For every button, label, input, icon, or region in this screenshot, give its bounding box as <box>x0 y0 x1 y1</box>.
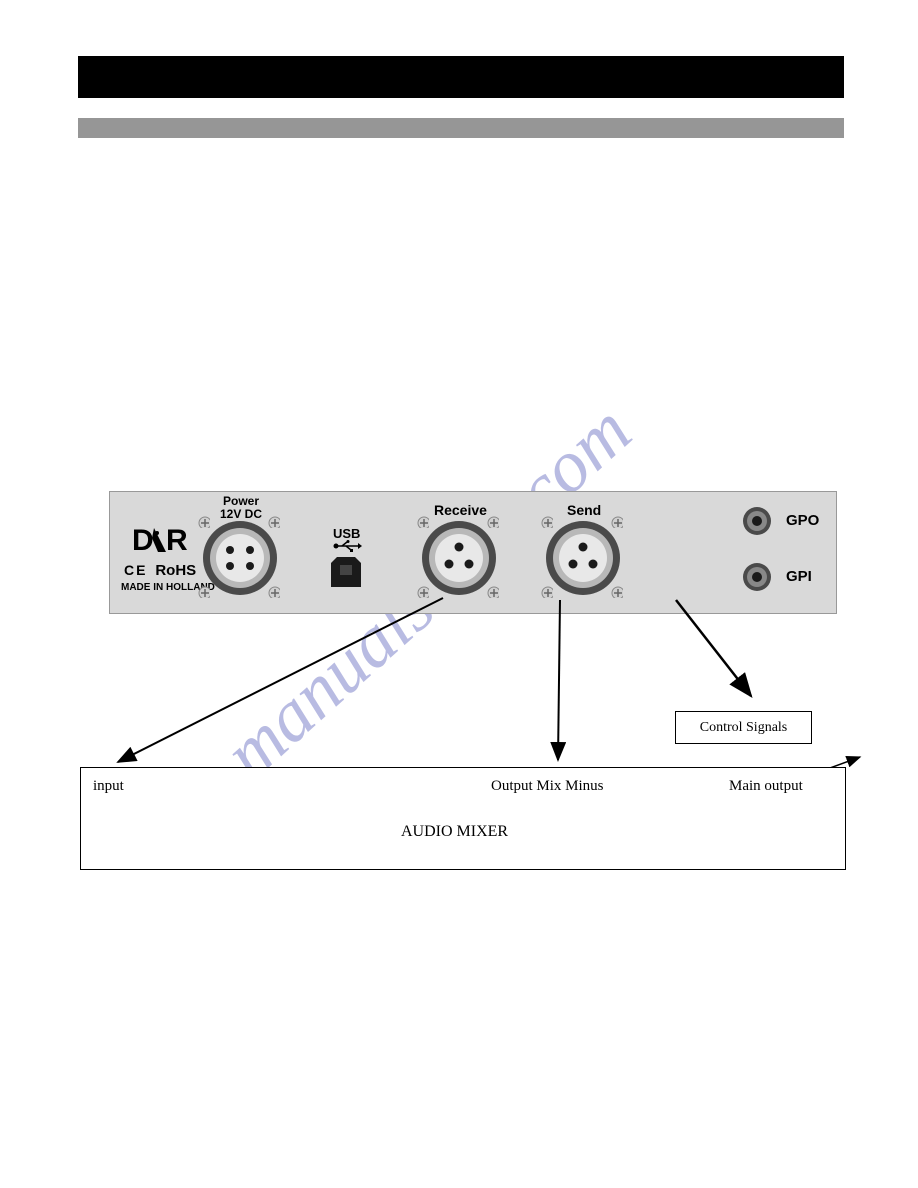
top-gray-bar <box>78 118 844 138</box>
rohs-mark: RoHS <box>155 562 196 579</box>
svg-text:R: R <box>166 524 188 557</box>
brand-logo-svg: D R <box>132 524 192 558</box>
ce-rohs-text: CE RoHS <box>124 562 196 579</box>
gpo-jack-connector <box>742 506 772 536</box>
screw-icon <box>541 586 553 598</box>
power-xlr-connector <box>202 520 278 596</box>
screw-icon <box>417 516 429 528</box>
audio-mixer-box: input Output Mix Minus Main output AUDIO… <box>80 767 846 870</box>
ce-mark: CE <box>124 562 147 578</box>
screw-icon <box>268 586 280 598</box>
usb-label: USB <box>333 526 360 541</box>
send-xlr-connector <box>545 520 621 596</box>
top-black-bar <box>78 56 844 98</box>
screw-icon <box>611 516 623 528</box>
screw-icon <box>198 586 210 598</box>
svg-text:D: D <box>132 524 154 557</box>
send-label: Send <box>567 502 601 518</box>
usb-icon <box>332 540 362 552</box>
power-label-line1: Power <box>223 494 259 508</box>
output-mix-minus-label: Output Mix Minus <box>491 778 604 795</box>
gpi-jack-connector <box>742 562 772 592</box>
screw-icon <box>611 586 623 598</box>
screw-icon <box>487 586 499 598</box>
screw-icon <box>541 516 553 528</box>
control-signals-box: Control Signals <box>675 711 812 744</box>
receive-label: Receive <box>434 502 487 518</box>
dr-logo: D R <box>132 524 192 563</box>
audio-mixer-title: AUDIO MIXER <box>401 823 508 841</box>
screw-icon <box>487 516 499 528</box>
gpo-label: GPO <box>786 512 819 529</box>
gpi-label: GPI <box>786 568 812 585</box>
screw-icon <box>417 586 429 598</box>
control-signals-text: Control Signals <box>700 720 788 736</box>
input-label: input <box>93 778 124 795</box>
device-rear-panel: D R CE RoHS MADE IN HOLLAND Power 12V DC <box>109 491 837 614</box>
usb-port-connector <box>331 557 361 587</box>
receive-xlr-connector <box>421 520 497 596</box>
main-output-label: Main output <box>729 778 803 795</box>
power-label-line2: 12V DC <box>220 507 262 521</box>
screw-icon <box>268 516 280 528</box>
screw-icon <box>198 516 210 528</box>
